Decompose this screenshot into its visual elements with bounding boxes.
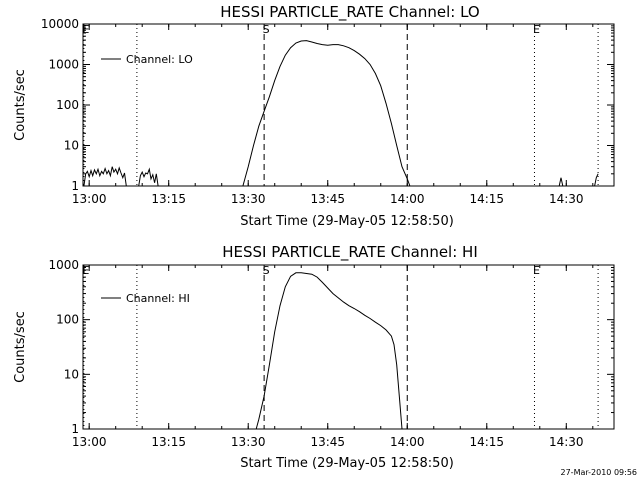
y-tick-label: 10 [64,367,79,381]
plot-area-lo: 13:00 13:15 13:30 13:45 14:00 14:15 14:30 1 10 10… [41,17,614,206]
x-tick-label: 14:30 [549,192,584,206]
y-axis-label: Counts/sec [13,69,28,141]
marker-label: E [533,23,540,36]
y-axis-label: Counts/sec [13,311,28,383]
y-tick-label: 1 [71,422,79,436]
x-tick-label: 13:15 [151,192,186,206]
series-line [83,166,129,187]
marker-label: S [263,23,270,36]
y-tick-label: 1000 [48,58,79,72]
x-tick-label: 14:00 [390,192,425,206]
marker-label: E [533,264,540,277]
x-tick-label: 13:30 [231,192,266,206]
x-tick-label: 13:15 [151,435,186,449]
chart-title: HESSI PARTICLE_RATE Channel: LO [220,3,479,22]
y-tick-label: 10000 [41,17,79,31]
x-tick-label: 13:45 [310,435,345,449]
series-line [594,173,599,187]
x-axis-label: Start Time (29-May-05 12:58:50) [240,456,454,471]
y-tick-label: 10 [64,139,79,153]
marker-label: E [82,264,89,277]
x-tick-label: 13:45 [310,192,345,206]
x-tick-label: 14:15 [469,435,504,449]
panel-lo: HESSI PARTICLE_RATE Channel: LO 13:00 13:… [13,3,615,229]
series-line [255,272,403,430]
panel-hi: HESSI PARTICLE_RATE Channel: HI 13:00 13:… [13,243,615,471]
y-tick-label: 100 [56,98,79,112]
y-tick-label: 100 [56,313,79,327]
series-line [138,167,164,187]
x-tick-label: 13:30 [231,435,266,449]
legend-label: Channel: LO [126,53,193,66]
marker-label: S [263,264,270,277]
y-tick-label: 1 [71,179,79,193]
x-tick-label: 14:30 [549,435,584,449]
y-tick-label: 1000 [48,258,79,272]
x-tick-label: 13:00 [72,192,107,206]
x-tick-label: 13:00 [72,435,107,449]
legend-label: Channel: HI [126,292,190,305]
plot-area-hi: 13:00 13:15 13:30 13:45 14:00 14:15 14:30 1 10 10… [48,258,614,449]
timestamp: 27-Mar-2010 09:56 [561,468,638,477]
series-line [242,40,411,187]
x-axis-label: Start Time (29-May-05 12:58:50) [240,214,454,229]
x-tick-label: 14:00 [390,435,425,449]
x-tick-label: 14:15 [469,192,504,206]
plot-frame [82,264,615,430]
chart-title: HESSI PARTICLE_RATE Channel: HI [222,243,478,262]
marker-label: E [82,23,89,36]
series-line [558,177,564,187]
